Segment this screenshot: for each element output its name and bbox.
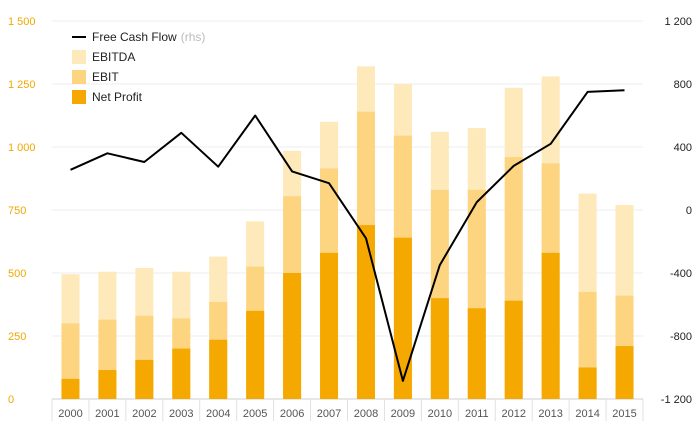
free-cash-flow-line-group — [70, 89, 625, 382]
bar-net-profit-2006 — [283, 273, 302, 399]
x-tick-label: 2005 — [243, 408, 267, 420]
bar-net-profit-2001 — [98, 370, 117, 399]
x-tick-label: 2014 — [575, 408, 599, 420]
bar-net-profit-2009 — [393, 237, 412, 399]
y-right-tick-label: 800 — [674, 79, 692, 91]
y-left-tick-label: 250 — [8, 331, 26, 343]
y-left-tick-label: 1 000 — [8, 142, 36, 154]
axes: 0 250 500 750 1 000 1 250 1 500 -1 200 -800 -400 0… — [8, 16, 692, 421]
y-right-tick-label: -800 — [670, 331, 692, 343]
legend-label-ebit: EBIT — [92, 70, 119, 84]
bar-net-profit-2014 — [578, 367, 597, 399]
x-tick-label: 2011 — [465, 408, 489, 420]
y-left-tick-label: 1 250 — [8, 79, 36, 91]
x-tick-label: 2007 — [317, 408, 341, 420]
bar-net-profit-2005 — [246, 310, 265, 399]
bar-net-profit-2012 — [504, 300, 523, 399]
x-tick-label: 2013 — [538, 408, 562, 420]
legend-label-free-cash-flow: Free Cash Flow (rhs) — [92, 30, 205, 44]
legend-swatch-ebit — [72, 70, 86, 84]
bar-net-profit-2007 — [320, 252, 339, 399]
bar-net-profit-2013 — [541, 252, 560, 399]
bar-net-profit-2003 — [172, 348, 191, 399]
x-tick-label: 2004 — [206, 408, 230, 420]
y-right-tick-label: 400 — [674, 142, 692, 154]
x-tick-label: 2009 — [391, 408, 415, 420]
bar-net-profit-2002 — [135, 359, 154, 399]
legend-swatch-net-profit — [72, 90, 86, 104]
legend: Free Cash Flow (rhs) EBITDA EBIT Net Profit — [72, 30, 205, 104]
legend-label-net-profit: Net Profit — [92, 90, 143, 104]
y-left-tick-label: 1 500 — [8, 16, 36, 28]
x-tick-label: 2001 — [95, 408, 119, 420]
legend-swatch-ebitda — [72, 50, 86, 64]
x-tick-label: 2008 — [354, 408, 378, 420]
x-tick-label: 2010 — [428, 408, 452, 420]
legend-axis-note: (rhs) — [181, 30, 206, 44]
y-right-tick-label: 1 200 — [664, 16, 692, 28]
y-left-tick-label: 0 — [8, 394, 14, 406]
bar-net-profit-2008 — [356, 225, 375, 399]
y-left-tick-label: 500 — [8, 268, 26, 280]
x-tick-label: 2006 — [280, 408, 304, 420]
bar-net-profit-2000 — [61, 378, 80, 399]
bar-net-profit-2015 — [615, 346, 634, 399]
x-tick-label: 2015 — [612, 408, 636, 420]
legend-label-ebitda: EBITDA — [92, 50, 135, 64]
bar-net-profit-2010 — [430, 298, 449, 399]
y-left-tick-label: 750 — [8, 205, 26, 217]
x-tick-label: 2002 — [132, 408, 156, 420]
y-right-tick-label: -400 — [670, 268, 692, 280]
y-right-tick-label: -1 200 — [661, 394, 692, 406]
x-tick-label: 2012 — [501, 408, 525, 420]
bar-net-profit-2004 — [209, 339, 228, 399]
x-tick-label: 2003 — [169, 408, 193, 420]
bar-net-profit-2011 — [467, 308, 486, 399]
line-free-cash-flow — [70, 89, 625, 382]
x-tick-label: 2000 — [58, 408, 82, 420]
y-right-tick-label: 0 — [686, 205, 692, 217]
bars — [61, 66, 634, 400]
